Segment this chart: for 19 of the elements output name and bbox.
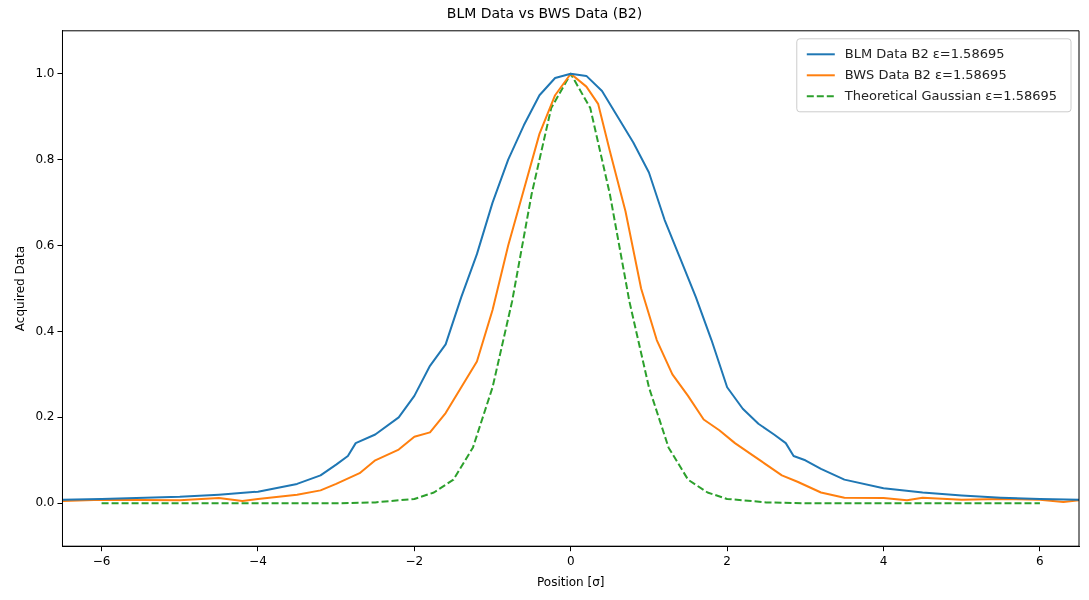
x-tick-label: 0 <box>566 553 575 568</box>
chart-title: BLM Data vs BWS Data (B2) <box>446 5 643 22</box>
x-tick-label: 6 <box>1036 553 1044 568</box>
legend-label: BLM Data B2 ε=1.58695 <box>844 45 1005 61</box>
y-tick-label: 1.0 <box>35 65 55 80</box>
legend-label: BWS Data B2 ε=1.58695 <box>844 66 1007 82</box>
x-tick-label: −4 <box>249 553 267 568</box>
x-tick-label: 2 <box>723 553 731 568</box>
x-tick-label: −2 <box>405 553 424 568</box>
y-tick-label: 0.6 <box>35 237 55 252</box>
y-tick-label: 0.0 <box>35 495 55 510</box>
y-tick-label: 0.8 <box>35 151 55 166</box>
legend-label: Theoretical Gaussian ε=1.58695 <box>843 87 1058 103</box>
x-tick-label: −6 <box>92 553 111 568</box>
x-tick-label: 4 <box>879 553 888 568</box>
y-axis-title: Acquired Data <box>13 245 28 332</box>
y-tick-label: 0.2 <box>35 409 55 424</box>
y-tick-label: 0.4 <box>35 323 55 338</box>
x-axis-title: Position [σ] <box>536 574 605 589</box>
